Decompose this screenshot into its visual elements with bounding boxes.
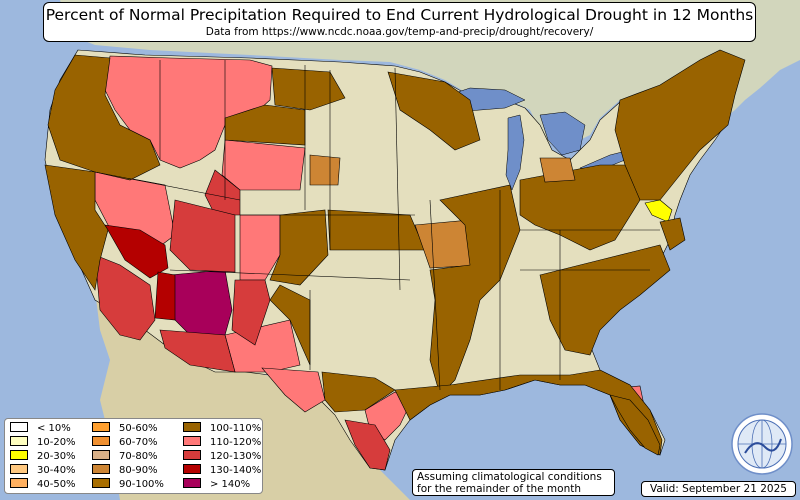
map-title: Percent of Normal Precipitation Required… [45,6,754,24]
region-110-120-westtexas [261,367,326,413]
legend-swatch [92,450,110,460]
title-box: Percent of Normal Precipitation Required… [43,2,756,42]
region-100-110-ohio-valley [519,164,641,251]
legend-swatch [183,478,201,488]
legend-label: 30-40% [37,465,76,476]
region-100-110-texas [269,284,311,366]
assumption-note-line-2: for the remainder of the month [417,483,582,495]
lake-michigan [505,114,525,191]
valid-date: Valid: September 21 2025 [641,481,796,497]
region-120-130-utah [169,199,236,273]
legend-swatch [10,422,28,432]
legend-label: < 10% [37,423,71,434]
legend-item: 50-60% [92,422,158,435]
legend-swatch [183,464,201,474]
legend-label: 70-80% [119,451,158,462]
legend-item: 10-20% [10,436,76,449]
legend-item: 70-80% [92,450,158,463]
legend-swatch [92,422,110,432]
legend-label: 120-130% [210,451,262,462]
legend-item: > 140% [183,478,250,491]
region-100-110-virginia-coast [659,217,686,251]
assumption-note: Assuming climatological conditions for t… [412,469,615,496]
region-80-90-nebraska [309,154,341,186]
legend-label: 60-70% [119,437,158,448]
legend-item: 100-110% [183,422,261,435]
map-subtitle: Data from https://www.ncdc.noaa.gov/temp… [205,26,594,38]
region-130-140-nevada [104,224,169,279]
legend-item: 110-120% [183,436,261,449]
region-100-110-california [44,164,109,291]
legend-item: 130-140% [183,464,261,477]
region-120-130-colorado [231,279,271,346]
legend-item: 60-70% [92,436,158,449]
legend-swatch [183,436,201,446]
region-20-30-maryland [644,199,673,223]
legend-swatch [183,450,201,460]
region-100-110-kansas [327,209,426,251]
legend-label: 20-30% [37,451,76,462]
region-110-120-wyoming [221,139,306,191]
region-120-130-southwest [159,329,236,373]
region-100-110-central-texas [321,371,396,413]
florida-peninsula [609,394,661,456]
legend-item: 30-40% [10,464,76,477]
region-110-120-northwest [104,55,273,169]
legend-label: 50-60% [119,423,158,434]
legend-label: 110-120% [210,437,262,448]
legend: < 10% 10-20% 20-30% 30-40% 40-50% 50-60% 60-70… [4,418,263,494]
legend-swatch [183,422,201,432]
legend-item: 90-100% [92,478,164,491]
legend-swatch [92,478,110,488]
legend-swatch [10,436,28,446]
region-100-110-gulfcoast [394,369,663,456]
region-100-110-northplains [271,67,346,111]
legend-item: 40-50% [10,478,76,491]
legend-swatch [92,464,110,474]
legend-label: 80-90% [119,465,158,476]
assumption-note-line-1: Assuming climatological conditions [417,471,602,483]
region-100-110-pacific-nw [47,54,161,181]
legend-swatch [10,464,28,474]
legend-label: 10-20% [37,437,76,448]
legend-swatch [10,450,28,460]
legend-item: 80-90% [92,464,158,477]
region-80-90-michigan [539,157,576,183]
legend-item: < 10% [10,422,71,435]
legend-swatch [92,436,110,446]
legend-swatch [10,478,28,488]
region-100-110-northeast [614,49,746,201]
legend-label: > 140% [210,479,251,490]
globe-logo-icon [731,413,793,475]
legend-label: 40-50% [37,479,76,490]
legend-item: 20-30% [10,450,76,463]
state-borders [94,60,660,391]
region-120-130-southtexas [344,419,391,471]
lake-huron [539,111,586,156]
legend-item: 120-130% [183,450,261,463]
legend-label: 130-140% [210,465,262,476]
region-100-110-midwest [387,71,481,151]
legend-label: 90-100% [119,479,164,490]
legend-label: 100-110% [210,423,262,434]
region-100-110-colorado [269,209,329,286]
region-120-130-california [94,254,156,341]
region-130-140-arizona [154,271,176,321]
